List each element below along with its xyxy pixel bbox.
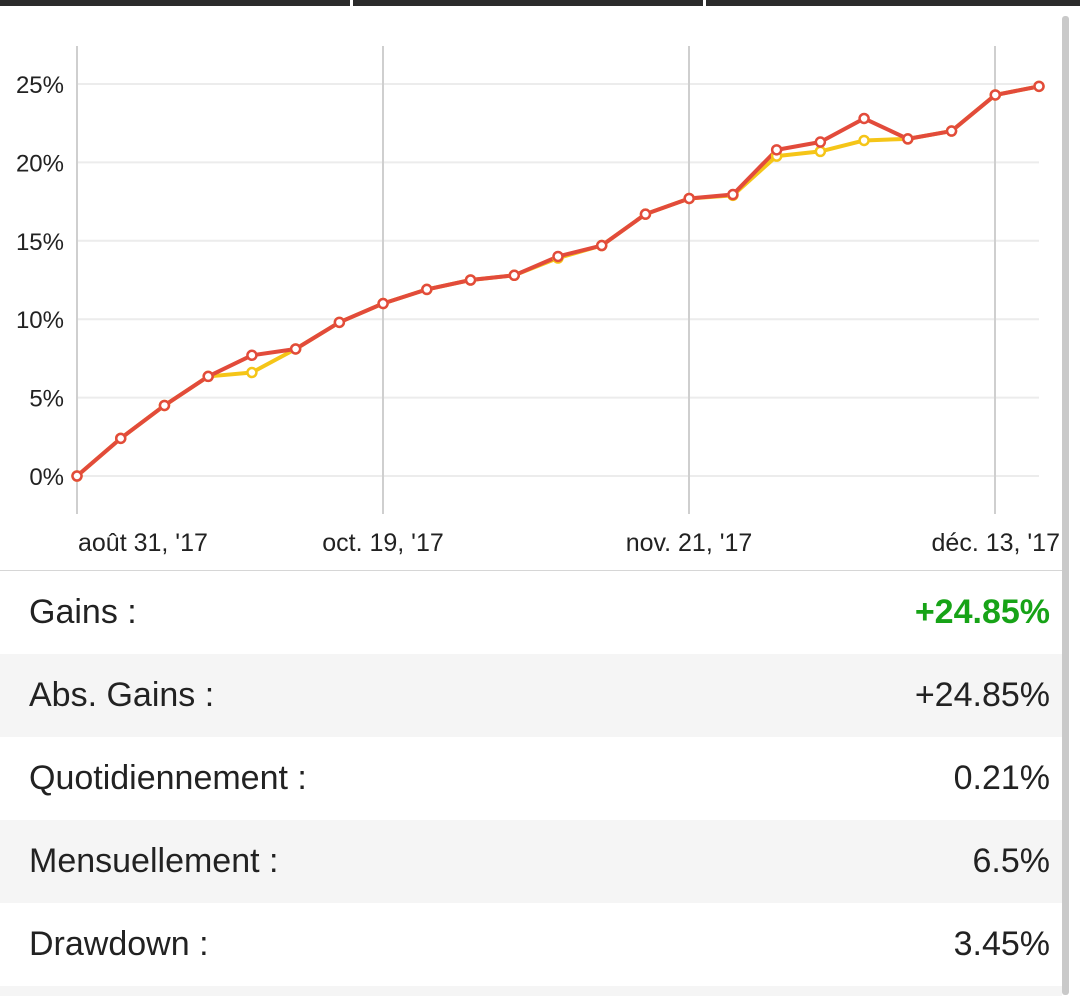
data-point (289, 343, 302, 355)
y-tick-label: 20% (16, 150, 64, 177)
data-point (71, 470, 83, 482)
series-line-2 (75, 84, 1040, 478)
data-point (683, 192, 695, 205)
data-point (246, 366, 258, 379)
data-point (552, 250, 564, 263)
data-point (945, 125, 958, 137)
x-tick-label: août 31, '17 (78, 529, 208, 557)
scrollbar[interactable] (1062, 16, 1069, 995)
x-tick-label: oct. 19, '17 (322, 529, 444, 557)
stat-row-drawdown: Drawdown : 3.45% (0, 903, 1062, 986)
stat-row-abs-gains: Abs. Gains : +24.85% (0, 654, 1062, 737)
stat-label-daily: Quotidiennement : (29, 759, 307, 797)
stat-value-abs-gains: +24.85% (914, 676, 1050, 714)
stat-value-monthly: 6.5% (972, 842, 1051, 880)
stat-value-gains: +24.85% (914, 593, 1050, 631)
gain-chart: 0% 5% 10% 15% 20% 25% août 31, '17 oct. 19, '17… (16, 46, 1060, 557)
tab-indicator-1[interactable] (0, 0, 350, 6)
data-point (989, 89, 1002, 101)
data-point (377, 297, 389, 310)
stat-label-drawdown: Drawdown : (29, 925, 209, 963)
data-point (202, 370, 214, 383)
stat-value-daily: 0.21% (953, 759, 1050, 797)
x-tick-label: déc. 13, '17 (932, 529, 1060, 557)
y-tick-label: 5% (29, 386, 64, 413)
stat-value-drawdown: 3.45% (953, 925, 1050, 963)
stat-row-partial (0, 986, 1062, 996)
stat-label-gains: Gains : (29, 593, 137, 631)
data-point (114, 432, 127, 445)
data-point (814, 136, 827, 148)
tab-indicator-2[interactable] (353, 0, 703, 6)
stat-row-daily: Quotidiennement : 0.21% (0, 737, 1062, 820)
data-point (858, 112, 870, 125)
data-point (158, 399, 171, 412)
series-line-1 (75, 84, 1040, 478)
stats-list: Gains : +24.85% Abs. Gains : +24.85% Quo… (0, 571, 1062, 996)
x-tick-label: nov. 21, '17 (626, 529, 753, 557)
y-tick-label: 10% (16, 307, 64, 334)
divider (0, 570, 1062, 571)
data-point (246, 349, 258, 362)
stat-row-monthly: Mensuellement : 6.5% (0, 820, 1062, 903)
data-point (333, 316, 346, 329)
data-point (595, 239, 608, 252)
data-point (1033, 80, 1045, 93)
data-point (727, 188, 739, 201)
data-point (814, 145, 827, 158)
tab-indicator-3[interactable] (706, 0, 1080, 6)
data-point (639, 208, 652, 220)
data-point (464, 274, 477, 286)
data-point (858, 134, 870, 147)
gain-chart-svg: 0% 5% 10% 15% 20% 25% août 31, '17 oct. 19, '17… (16, 46, 1060, 557)
stat-label-abs-gains: Abs. Gains : (29, 676, 215, 714)
data-point (421, 283, 433, 296)
data-point (902, 133, 914, 145)
y-tick-label: 15% (16, 229, 64, 256)
y-tick-label: 25% (16, 72, 64, 99)
data-point (508, 269, 521, 282)
data-point (770, 144, 783, 156)
stat-label-monthly: Mensuellement : (29, 842, 279, 880)
top-tab-bar (0, 0, 1080, 6)
stat-row-gains: Gains : +24.85% (0, 571, 1062, 654)
y-tick-label: 0% (29, 464, 64, 491)
